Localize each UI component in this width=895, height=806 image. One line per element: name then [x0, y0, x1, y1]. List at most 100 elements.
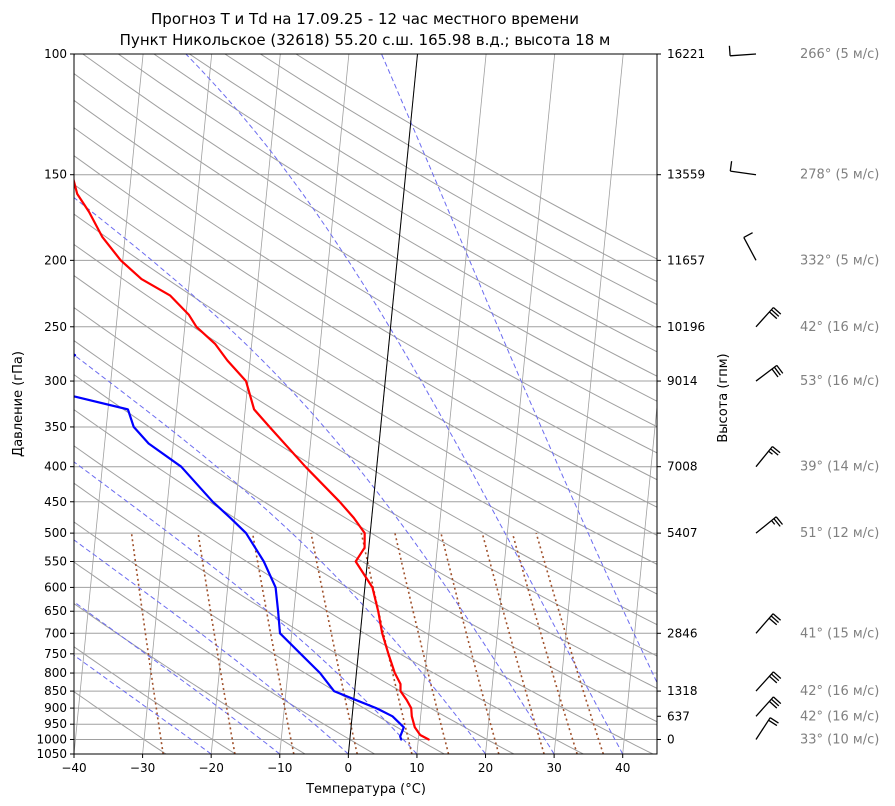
mixing-ratio-line — [360, 532, 413, 754]
pressure-tick-label: 650 — [44, 604, 67, 618]
pressure-tick-label: 100 — [44, 47, 67, 61]
pressure-tick-label: 350 — [44, 420, 67, 434]
pressure-tick-label: 150 — [44, 168, 67, 182]
wind-barb: 42° (16 м/с) — [755, 307, 879, 335]
dry-adiabat-line — [260, 54, 657, 283]
wind-label: 332° (5 м/с) — [800, 253, 879, 268]
wind-barb-flag — [770, 698, 780, 707]
zero-isotherm-line — [347, 54, 418, 754]
pressure-tick-label: 1050 — [36, 747, 67, 761]
wind-barbs: 266° (5 м/с) 278° (5 м/с) 332° (5 м/с) 42° … — [728, 45, 879, 747]
wind-barb-flag — [768, 450, 773, 455]
height-axis-label: Высота (гпм) — [716, 353, 731, 442]
dry-adiabat-line — [82, 54, 657, 402]
height-tick-label: 7008 — [667, 460, 698, 474]
height-tick-label: 16221 — [667, 47, 705, 61]
wind-barb-flag — [771, 368, 779, 378]
sounding-profiles — [74, 177, 430, 741]
dry-adiabat-line — [74, 409, 654, 754]
moist-adiabat-line — [185, 54, 624, 754]
wind-barb-flag — [772, 696, 782, 705]
wind-barb: 51° (12 м/с) — [755, 516, 879, 541]
pressure-tick-label: 800 — [44, 666, 67, 680]
dry-adiabat-line — [74, 243, 657, 595]
x-axis-ticks: −40 −30 −20 −10 0 10 20 30 40 — [61, 754, 630, 775]
dry-adiabat-line — [74, 213, 657, 565]
wind-barb-flag — [772, 307, 782, 315]
wind-barb: 266° (5 м/с) — [728, 45, 879, 62]
wind-barb-shaft — [730, 53, 757, 57]
moist-adiabat-line — [74, 354, 486, 754]
dry-adiabat-line — [74, 602, 306, 754]
pressure-tick-label: 700 — [44, 626, 67, 640]
moist-adiabat-line — [74, 539, 349, 754]
wind-label: 53° (16 м/с) — [800, 374, 879, 389]
height-tick-label: 5407 — [667, 526, 698, 540]
wind-barb-shaft — [755, 307, 774, 328]
wind-label: 51° (12 м/с) — [800, 526, 879, 541]
dry-adiabat-line — [74, 521, 445, 754]
wind-label: 33° (10 м/с) — [800, 732, 879, 747]
wind-barb-flag — [773, 518, 781, 527]
mixing-ratio-line — [481, 532, 545, 754]
wind-barb-flag — [772, 671, 782, 679]
wind-barb: 278° (5 м/с) — [729, 161, 879, 183]
moist-adiabat-line — [74, 601, 281, 754]
wind-label: 42° (16 м/с) — [800, 684, 879, 699]
wind-barb-flag — [768, 311, 778, 320]
wind-label: 39° (14 м/с) — [800, 460, 879, 475]
dry-adiabat-line — [74, 340, 657, 689]
x-tick-label: −20 — [199, 761, 224, 775]
pressure-tick-label: 500 — [44, 526, 67, 540]
wind-barb-flag — [743, 232, 753, 238]
height-tick-label: 637 — [667, 709, 690, 723]
x-tick-label: 30 — [546, 761, 561, 775]
dry-adiabat-line — [74, 691, 167, 754]
height-axis-ticks: 16221 13559 11657 10196 9014 7008 5407 2846 1318… — [657, 47, 705, 746]
wind-barb: 53° (16 м/с) — [755, 364, 879, 389]
wind-barb-flag — [771, 445, 781, 454]
height-tick-label: 11657 — [667, 253, 705, 267]
x-axis-label: Температура (°C) — [305, 782, 426, 797]
dry-adiabat-line — [74, 72, 657, 428]
pressure-axis-ticks: 100 150 200 250 300 350 400 450 500 550 600 650 700 7… — [36, 47, 74, 761]
isotherm-line — [142, 54, 213, 754]
pressure-tick-label: 600 — [44, 580, 67, 594]
moist-adiabat-line — [74, 196, 555, 754]
wind-barb-flag — [770, 309, 780, 317]
mixing-ratio-line — [394, 532, 450, 754]
dry-adiabat-line — [224, 54, 657, 306]
height-tick-label: 13559 — [667, 168, 705, 182]
wind-barb-shaft — [755, 516, 777, 534]
height-tick-label: 0 — [667, 732, 675, 746]
pressure-tick-label: 750 — [44, 647, 67, 661]
wind-barb: 39° (14 м/с) — [755, 445, 879, 475]
wind-barb-shaft — [755, 671, 774, 692]
wind-label: 278° (5 м/с) — [800, 168, 879, 183]
wind-barb-flag — [773, 366, 781, 376]
height-tick-label: 1318 — [667, 684, 698, 698]
dry-adiabat-line — [74, 374, 657, 723]
dry-adiabat-line — [74, 482, 515, 754]
mixing-ratio-line — [197, 532, 236, 754]
wind-barb-flag — [768, 719, 778, 727]
wind-barb-flag — [768, 675, 778, 684]
height-tick-label: 10196 — [667, 320, 705, 334]
dry-adiabat-line — [74, 183, 657, 536]
x-tick-label: −30 — [130, 761, 155, 775]
x-tick-label: 10 — [409, 761, 424, 775]
wind-barb-flag — [770, 520, 776, 525]
wind-barb-shaft — [755, 696, 774, 717]
wind-barb-flag — [768, 617, 778, 626]
x-tick-label: −40 — [61, 761, 86, 775]
y-axis-label: Давление (гПа) — [11, 351, 26, 457]
isotherm-line — [416, 54, 487, 754]
pressure-tick-label: 200 — [44, 253, 67, 267]
dry-adiabat-line — [153, 54, 657, 353]
wind-barb-flag — [770, 615, 780, 623]
x-tick-label: 0 — [345, 761, 353, 775]
wind-label: 41° (15 м/с) — [800, 626, 879, 641]
dry-adiabat-line — [74, 445, 584, 754]
wind-barb-flag — [776, 365, 784, 374]
wind-barb: 33° (10 м/с) — [755, 717, 879, 747]
